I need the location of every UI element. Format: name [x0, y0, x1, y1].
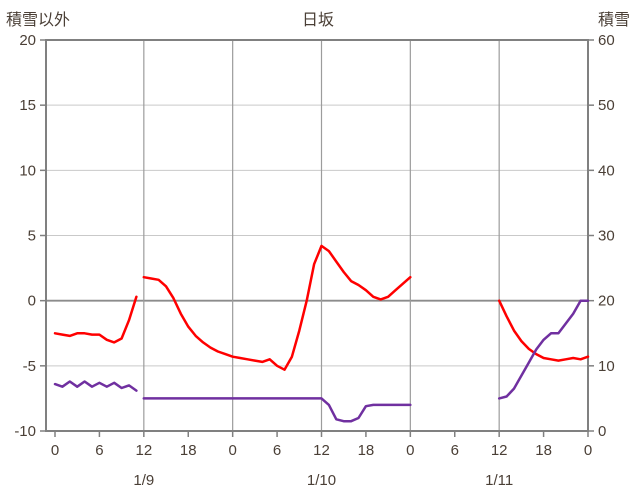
hour-label: 0	[51, 442, 59, 459]
right-axis-tick-label: 10	[598, 358, 615, 375]
hour-label: 18	[180, 442, 197, 459]
hour-label: 18	[358, 442, 375, 459]
hour-label: 0	[584, 442, 592, 459]
temperature-line	[53, 295, 138, 344]
date-label: 1/9	[133, 472, 154, 489]
chart-title: 日坂	[301, 12, 334, 29]
hour-label: 12	[313, 442, 330, 459]
left-axis-title: 積雪以外	[6, 12, 71, 29]
hour-label: 12	[135, 442, 152, 459]
hour-label: 0	[228, 442, 236, 459]
date-label: 1/10	[307, 472, 336, 489]
left-axis-tick-label: 20	[19, 32, 36, 49]
hour-label: 12	[491, 442, 508, 459]
date-label: 1/11	[485, 472, 513, 489]
snow-depth-line	[497, 299, 590, 400]
hour-label: 0	[406, 442, 414, 459]
right-axis-title: 積雪	[597, 12, 630, 29]
temperature-line	[142, 244, 412, 371]
snow-depth-line	[53, 380, 138, 392]
right-axis-tick-label: 0	[598, 423, 606, 440]
left-axis-tick-label: 5	[28, 228, 36, 245]
left-axis-tick-label: 10	[19, 162, 36, 179]
right-axis-tick-label: 60	[598, 32, 615, 49]
left-axis-tick-label: -5	[23, 358, 36, 375]
hour-label: 6	[95, 442, 103, 459]
left-axis-tick-label: -10	[14, 423, 36, 440]
hour-label: 6	[273, 442, 281, 459]
temperature-line	[497, 299, 590, 362]
hour-label: 6	[451, 442, 459, 459]
left-axis-tick-label: 15	[19, 97, 36, 114]
right-axis-tick-label: 50	[598, 97, 615, 114]
right-axis-tick-label: 20	[598, 293, 615, 310]
left-axis-tick-label: 0	[28, 293, 36, 310]
right-axis-tick-label: 30	[598, 228, 615, 245]
hour-label: 18	[535, 442, 552, 459]
right-axis-tick-label: 40	[598, 162, 615, 179]
snow-depth-line	[142, 397, 412, 423]
